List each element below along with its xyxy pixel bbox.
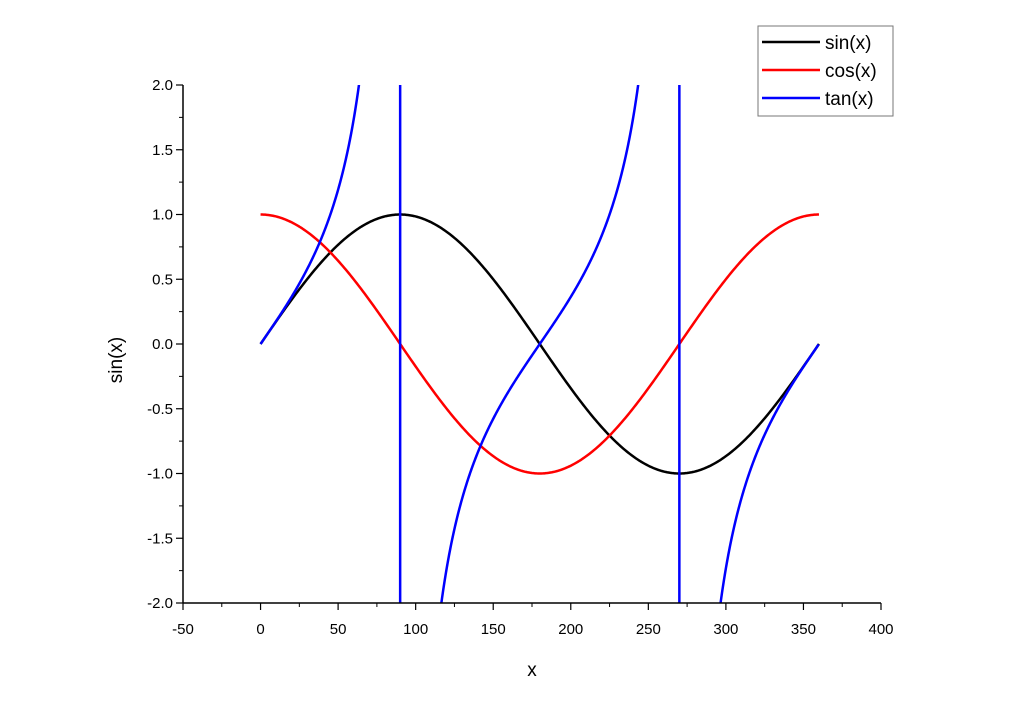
- x-tick-label: 100: [403, 621, 428, 638]
- y-tick-label: 0.5: [152, 271, 173, 288]
- y-tick-label: -0.5: [147, 401, 173, 418]
- y-tick-label: -1.0: [147, 466, 173, 483]
- y-tick-label: 2.0: [152, 77, 173, 94]
- y-tick-label: 0.0: [152, 336, 173, 353]
- series-tan: [259, 85, 820, 603]
- legend-item-tan: tan(x): [762, 89, 874, 110]
- y-tick-label: 1.5: [152, 142, 173, 159]
- x-tick-label: 350: [791, 621, 816, 638]
- x-tick-label: 400: [868, 621, 893, 638]
- legend-item-sin: sin(x): [762, 33, 871, 54]
- tan-branch: [259, 85, 361, 345]
- x-tick-label: 0: [256, 621, 264, 638]
- series-cos: [260, 213, 819, 475]
- y-tick-label: -2.0: [147, 595, 173, 612]
- cos-line: [260, 213, 819, 475]
- x-axis-title: x: [527, 660, 537, 681]
- x-tick-label: 200: [558, 621, 583, 638]
- y-axis-title: sin(x): [106, 337, 127, 383]
- tan-branch: [719, 343, 820, 603]
- x-tick-label: 300: [713, 621, 738, 638]
- y-tick-label: -1.5: [147, 530, 173, 547]
- x-tick-label: -50: [172, 621, 194, 638]
- y-tick-label: 1.0: [152, 207, 173, 224]
- x-tick-label: 50: [330, 621, 347, 638]
- x-axis-ticks: -50 0 50 100 150 200 250 300 350 400: [172, 603, 894, 638]
- x-tick-label: 250: [636, 621, 661, 638]
- legend: sin(x) cos(x) tan(x): [757, 25, 894, 117]
- legend-label-cos: cos(x): [825, 61, 877, 82]
- legend-item-cos: cos(x): [762, 61, 877, 82]
- plot-area: [259, 85, 820, 603]
- legend-label-tan: tan(x): [825, 89, 874, 110]
- tan-branch: [440, 85, 640, 603]
- legend-label-sin: sin(x): [825, 33, 871, 54]
- x-tick-label: 150: [481, 621, 506, 638]
- y-axis-ticks: -2.0 -1.5 -1.0 -0.5 0.0 0.5 1.0 1.5 2.0: [147, 77, 183, 612]
